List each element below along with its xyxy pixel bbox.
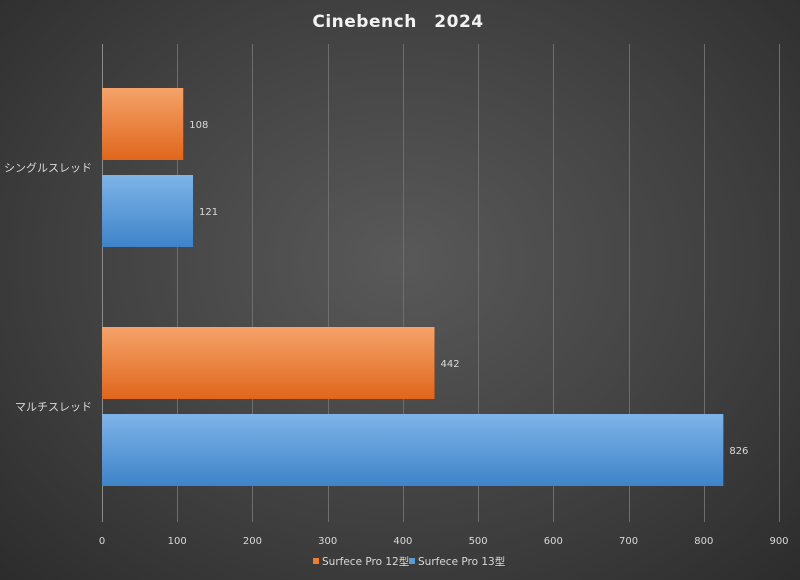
bar	[102, 175, 194, 247]
x-tick-label: 900	[769, 536, 788, 547]
x-tick-label: 200	[243, 536, 262, 547]
data-label: 826	[729, 446, 748, 457]
bars: 108 121 442 826	[102, 88, 748, 486]
category-label: マルチスレッド	[15, 401, 92, 414]
x-tick-label: 0	[99, 536, 105, 547]
x-tick-label: 700	[619, 536, 638, 547]
legend-swatch	[313, 558, 319, 564]
category-label: シングルスレッド	[4, 161, 92, 175]
x-tick-label: 400	[393, 536, 412, 547]
x-tick-label: 300	[318, 536, 337, 547]
data-label: 108	[189, 120, 208, 131]
data-label: 442	[440, 359, 459, 370]
legend: Surfece Pro 12型 Surfece Pro 13型	[313, 555, 505, 568]
x-axis-ticks: 0 100 200 300 400 500 600 700 800 900	[99, 536, 789, 547]
x-tick-label: 500	[469, 536, 488, 547]
bar	[102, 414, 724, 486]
legend-swatch	[409, 558, 415, 564]
legend-entry: Surfece Pro 13型	[418, 555, 505, 568]
chart-title: Cinebench 2024	[312, 12, 483, 32]
legend-entry: Surfece Pro 12型	[322, 555, 409, 568]
x-tick-label: 600	[544, 536, 563, 547]
bar	[102, 327, 435, 399]
data-label: 121	[199, 207, 218, 218]
bar	[102, 88, 184, 160]
x-tick-label: 800	[694, 536, 713, 547]
x-tick-label: 100	[168, 536, 187, 547]
